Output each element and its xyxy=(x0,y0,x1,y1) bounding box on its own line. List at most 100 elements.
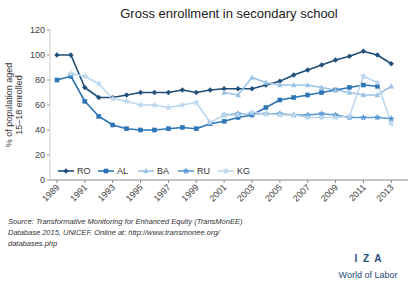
point xyxy=(388,121,394,127)
y-axis-label-line: % of population aged xyxy=(4,63,14,148)
point xyxy=(180,88,185,93)
x-tick xyxy=(224,180,225,183)
point xyxy=(249,109,255,115)
y-tick-label: 120 xyxy=(30,25,45,35)
chart: Gross enrollment in secondary school % of… xyxy=(0,0,418,294)
point xyxy=(263,111,269,117)
point xyxy=(305,114,311,120)
x-tick-label: 2001 xyxy=(207,182,228,203)
point xyxy=(82,73,88,79)
point xyxy=(82,85,87,90)
point xyxy=(165,104,171,110)
source-note: Database 2015, UNICEF. Online at: http:/… xyxy=(8,228,221,237)
point xyxy=(333,58,338,63)
point xyxy=(333,114,339,120)
x-tick xyxy=(84,180,85,183)
x-tick xyxy=(112,180,113,183)
y-tick-label: 60 xyxy=(35,100,45,110)
point xyxy=(347,113,353,119)
point xyxy=(235,112,241,118)
point xyxy=(222,119,226,123)
point xyxy=(277,112,283,118)
point xyxy=(96,95,101,100)
point xyxy=(152,128,156,132)
legend-label: RU xyxy=(197,166,210,176)
point xyxy=(250,75,255,80)
x-tick-label: 1995 xyxy=(124,182,145,203)
point xyxy=(180,125,184,129)
y-tick-label: 100 xyxy=(30,50,45,60)
point xyxy=(347,54,352,59)
point xyxy=(221,112,227,118)
x-axis: 1989199119931995199719992001200320052007… xyxy=(40,30,408,204)
x-tick xyxy=(56,180,57,183)
y-tick-label: 80 xyxy=(35,75,45,85)
point xyxy=(68,53,73,58)
legend-label: BA xyxy=(157,166,169,176)
y-axis-label: % of population aged15–18 enrolled xyxy=(4,63,24,148)
x-tick-label: 1989 xyxy=(40,182,61,203)
point xyxy=(263,111,269,117)
point xyxy=(207,119,213,125)
x-tick-label: 1991 xyxy=(68,182,89,203)
x-tick-label: 2005 xyxy=(263,182,284,203)
x-tick-label: 2013 xyxy=(374,182,395,203)
legend-label: RO xyxy=(77,166,91,176)
legend-marker xyxy=(144,168,149,173)
point xyxy=(193,99,199,105)
point xyxy=(291,82,296,87)
y-tick-label: 0 xyxy=(40,175,45,185)
point xyxy=(68,71,74,77)
point xyxy=(319,85,324,90)
point xyxy=(375,92,380,97)
x-tick xyxy=(335,180,336,183)
point xyxy=(291,73,296,78)
point xyxy=(179,102,185,108)
title: Gross enrollment in secondary school xyxy=(120,6,338,21)
y-tick-label: 20 xyxy=(35,150,45,160)
annotations: Source: Transformative Monitoring for En… xyxy=(8,217,397,280)
x-tick-label: 2007 xyxy=(291,182,312,203)
point xyxy=(347,90,352,95)
point xyxy=(55,78,59,82)
point xyxy=(264,105,268,109)
point xyxy=(320,90,324,94)
x-tick xyxy=(196,180,197,183)
point xyxy=(97,114,101,118)
point xyxy=(236,92,241,97)
point xyxy=(110,96,116,102)
point xyxy=(278,98,282,102)
series-line xyxy=(224,78,391,96)
point xyxy=(124,98,130,104)
x-tick xyxy=(140,180,141,183)
branding: I Z A xyxy=(355,253,382,264)
x-tick xyxy=(251,180,252,183)
y-axis-label-line: 15–18 enrolled xyxy=(14,75,24,135)
point xyxy=(96,81,102,87)
point xyxy=(291,112,297,118)
source-note: databases.php xyxy=(8,239,57,248)
x-tick xyxy=(279,180,280,183)
x-tick-label: 2011 xyxy=(347,182,368,203)
point xyxy=(152,90,157,95)
x-axis-line xyxy=(50,180,408,181)
x-tick xyxy=(363,180,364,183)
legend-marker xyxy=(183,168,189,174)
legend-label: KG xyxy=(237,166,250,176)
point xyxy=(319,63,324,68)
y-tick-label: 40 xyxy=(35,125,45,135)
x-tick xyxy=(307,180,308,183)
point xyxy=(194,127,198,131)
point xyxy=(264,80,269,85)
point xyxy=(375,53,380,58)
x-tick xyxy=(168,180,169,183)
point xyxy=(221,112,227,118)
point xyxy=(374,114,380,120)
point xyxy=(292,95,296,99)
point xyxy=(360,114,366,120)
point xyxy=(138,90,143,95)
point xyxy=(222,90,227,95)
point xyxy=(277,82,282,87)
point xyxy=(124,93,129,98)
x-tick-label: 2009 xyxy=(319,182,340,203)
